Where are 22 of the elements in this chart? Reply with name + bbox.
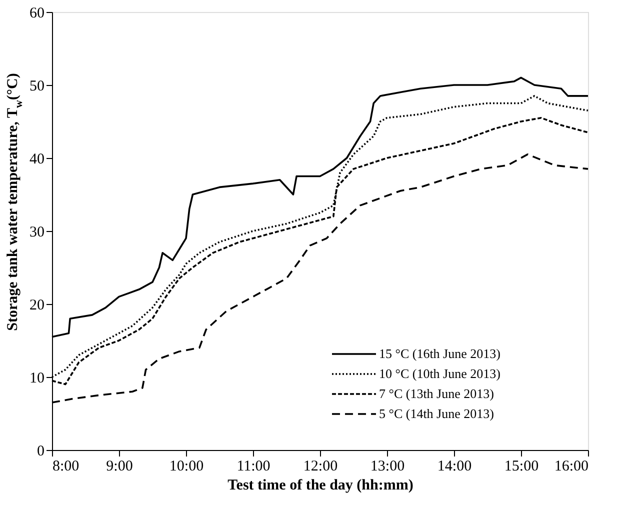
legend-label: 7 °C (13th June 2013)	[379, 386, 494, 401]
x-axis-title: Test time of the day (hh:mm)	[228, 478, 414, 494]
y-axis-title: Storage tank water temperature, Tw(°C)	[5, 73, 25, 331]
y-tick-label: 30	[30, 224, 44, 240]
y-tick-label: 20	[30, 298, 44, 314]
x-tick-label: 9:00	[106, 458, 133, 474]
y-tick-label: 40	[30, 152, 44, 168]
y-tick-label: 10	[30, 370, 44, 386]
x-tick-label: 14:00	[437, 458, 472, 474]
x-tick-label: 12:00	[303, 458, 338, 474]
x-tick-label: 8:00	[52, 458, 80, 474]
x-tick-label: 15:00	[504, 458, 539, 474]
y-tick-label: 60	[30, 6, 44, 22]
y-tick-label: 50	[30, 78, 44, 94]
legend-label: 5 °C (14th June 2013)	[379, 406, 494, 421]
legend-label: 15 °C (16th June 2013)	[379, 346, 500, 361]
x-tick-label: 16:00	[554, 458, 588, 474]
legend-label: 10 °C (10th June 2013)	[379, 366, 500, 381]
x-tick-label: 10:00	[169, 458, 204, 474]
y-tick-label: 0	[37, 444, 44, 460]
x-tick-label: 13:00	[370, 458, 405, 474]
x-tick-label: 11:00	[236, 458, 270, 474]
